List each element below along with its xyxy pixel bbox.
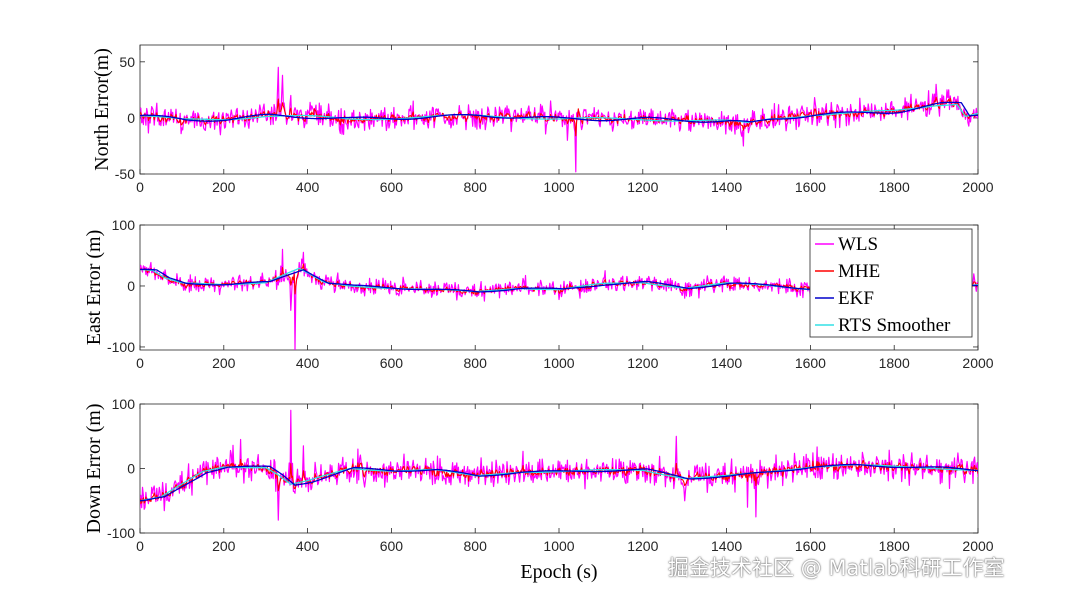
y-tick-label: -100 (107, 525, 135, 541)
y-tick-label: 0 (127, 278, 135, 294)
x-tick-label: 2000 (962, 538, 993, 554)
x-tick-label: 1000 (543, 355, 574, 371)
x-tick-label: 600 (380, 538, 404, 554)
x-tick-label: 1800 (879, 355, 910, 371)
series-line-ekf (140, 101, 978, 123)
x-tick-label: 0 (136, 179, 144, 195)
x-tick-label: 0 (136, 538, 144, 554)
x-tick-label: 1000 (543, 179, 574, 195)
legend-box (809, 228, 973, 338)
x-tick-label: 1800 (879, 538, 910, 554)
x-tick-label: 400 (296, 538, 320, 554)
chart-panel-1: 0 200 400 600 800 1000 1200 1400 1600 1800 2000 -50… (91, 44, 994, 195)
x-tick-label: 1400 (711, 355, 742, 371)
x-tick-label: 1200 (627, 355, 658, 371)
x-tick-label: 400 (296, 179, 320, 195)
y-tick-label: 100 (112, 217, 136, 233)
series-line-wls (140, 66, 978, 173)
x-tick-label: 200 (212, 355, 236, 371)
series-line-rts-smoother (140, 103, 978, 124)
x-tick-label: 200 (212, 179, 236, 195)
y-tick-label: 100 (112, 396, 136, 412)
x-tick-label: 200 (212, 538, 236, 554)
legend-entry: RTS Smoother (838, 315, 951, 336)
y-tick-label: -50 (115, 166, 135, 182)
axes-box (139, 44, 979, 175)
legend-entry: MHE (838, 261, 880, 282)
y-tick-label: 50 (119, 54, 135, 70)
x-tick-label: 600 (380, 179, 404, 195)
y-tick-label: 0 (127, 110, 135, 126)
x-axis-label: Epoch (s) (520, 561, 597, 583)
series-line-rts-smoother (140, 464, 978, 502)
chart-panel-3: 0 200 400 600 800 1000 1200 1400 1600 1800 2000-10… (83, 396, 994, 583)
x-tick-label: 1600 (795, 355, 826, 371)
x-tick-label: 800 (464, 538, 488, 554)
x-tick-label: 800 (464, 179, 488, 195)
series-line-ekf (140, 463, 978, 502)
x-tick-label: 1600 (795, 538, 826, 554)
x-tick-label: 2000 (962, 179, 993, 195)
x-tick-label: 1200 (627, 179, 658, 195)
legend: WLS MHE EKF RTS Smoother (809, 228, 973, 338)
y-axis-label: East Error (m) (83, 230, 105, 346)
y-axis-label: North Error(m) (91, 48, 113, 171)
x-tick-label: 1000 (543, 538, 574, 554)
watermark-text: 掘金技术社区 @ Matlab科研工作室 (668, 556, 1005, 580)
x-tick-label: 600 (380, 355, 404, 371)
x-tick-label: 1400 (711, 538, 742, 554)
legend-entry: WLS (838, 234, 878, 255)
x-tick-label: 0 (136, 355, 144, 371)
y-tick-label: 0 (127, 461, 135, 477)
y-axis-label: Down Error (m) (83, 404, 105, 534)
x-tick-label: 1600 (795, 179, 826, 195)
chart-panel-2: 0 200 400 600 800 1000 1200 1400 1600 1800 2000-10… (83, 217, 994, 371)
y-tick-label: -100 (107, 339, 135, 355)
x-tick-label: 800 (464, 355, 488, 371)
x-tick-label: 400 (296, 355, 320, 371)
x-tick-label: 1800 (879, 179, 910, 195)
x-tick-label: 1200 (627, 538, 658, 554)
legend-entry: EKF (838, 288, 874, 309)
x-tick-label: 1400 (711, 179, 742, 195)
x-tick-label: 2000 (962, 355, 993, 371)
